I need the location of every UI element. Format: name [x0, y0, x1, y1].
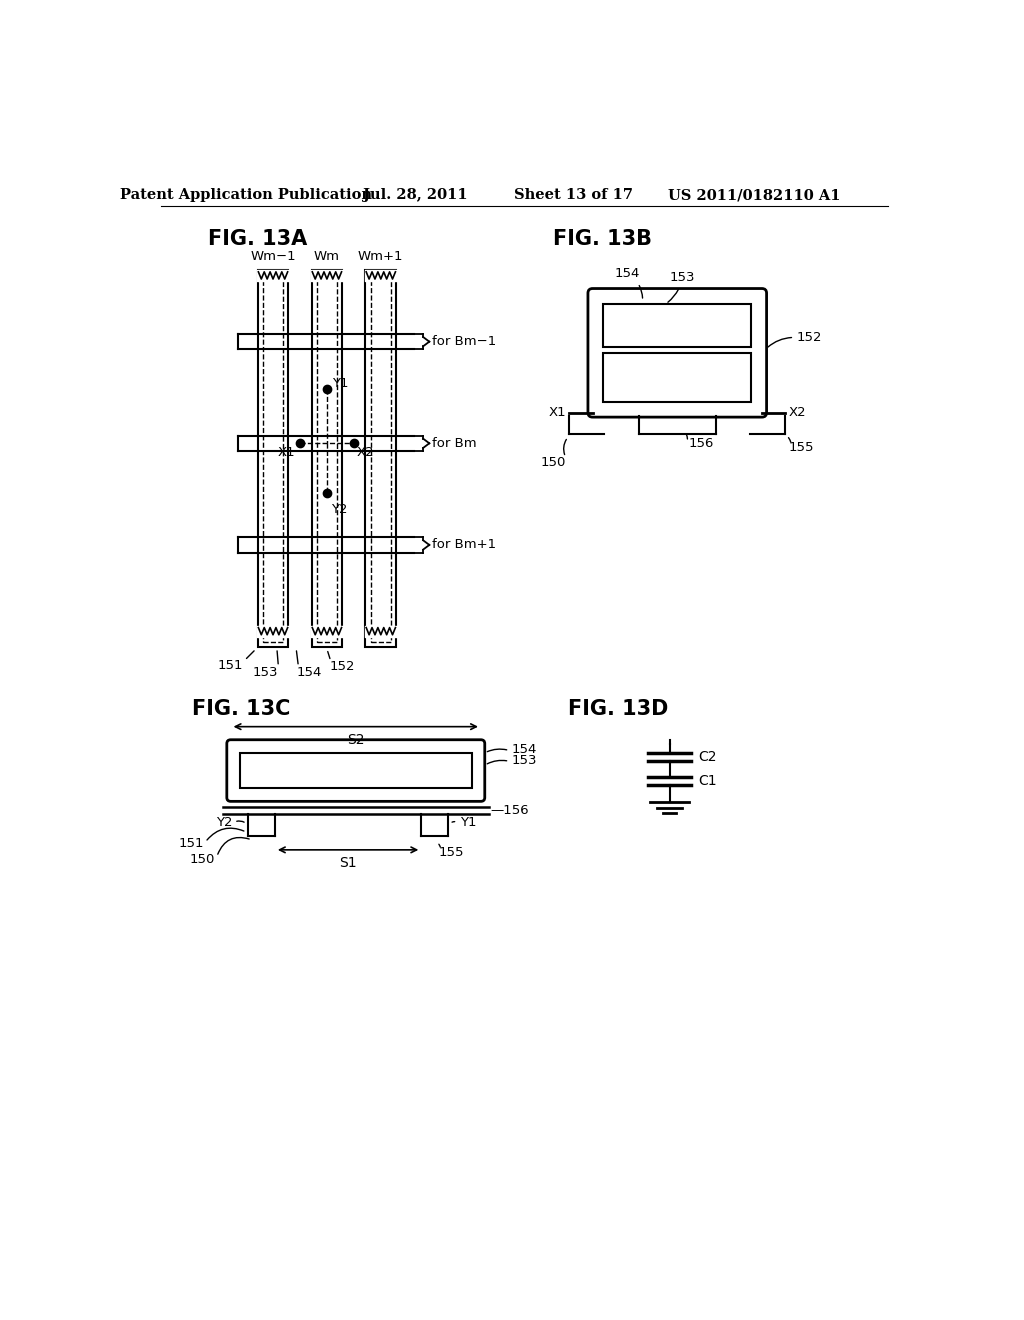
Text: Wm+1: Wm+1 — [358, 251, 403, 264]
Bar — [258, 271, 289, 647]
Text: Y2: Y2 — [216, 816, 232, 829]
Text: Patent Application Publication: Patent Application Publication — [120, 189, 372, 202]
Text: 150: 150 — [189, 853, 215, 866]
Text: Wm−1: Wm−1 — [250, 251, 296, 264]
Text: X2: X2 — [357, 446, 375, 459]
Text: C2: C2 — [698, 750, 717, 764]
Bar — [316, 276, 337, 642]
Text: S2: S2 — [347, 733, 365, 747]
Text: 155: 155 — [788, 441, 814, 454]
Text: 151: 151 — [218, 659, 244, 672]
Text: Wm: Wm — [314, 251, 340, 264]
Text: X1: X1 — [278, 446, 295, 459]
Bar — [603, 354, 752, 401]
Text: 153: 153 — [668, 271, 695, 302]
Text: 152: 152 — [330, 660, 354, 673]
Text: Sheet 13 of 17: Sheet 13 of 17 — [514, 189, 633, 202]
Text: Y1: Y1 — [460, 816, 476, 829]
Text: 153: 153 — [512, 754, 538, 767]
Text: 151: 151 — [178, 837, 204, 850]
Text: —156: —156 — [490, 804, 528, 817]
Text: for Bm+1: for Bm+1 — [432, 539, 497, 552]
Text: FIG. 13B: FIG. 13B — [553, 230, 651, 249]
Text: Y1: Y1 — [333, 376, 349, 389]
Text: X2: X2 — [788, 407, 806, 418]
Text: 155: 155 — [438, 846, 464, 859]
Text: US 2011/0182110 A1: US 2011/0182110 A1 — [668, 189, 841, 202]
Text: 154: 154 — [512, 743, 537, 756]
Text: 156: 156 — [689, 437, 714, 450]
Bar — [263, 276, 283, 642]
Text: 153: 153 — [253, 667, 279, 680]
FancyBboxPatch shape — [588, 289, 767, 417]
Bar — [311, 271, 342, 647]
Text: C1: C1 — [698, 775, 717, 788]
Text: FIG. 13D: FIG. 13D — [568, 700, 669, 719]
FancyBboxPatch shape — [226, 739, 484, 801]
Text: for Bm: for Bm — [432, 437, 477, 450]
Bar — [371, 276, 391, 642]
Text: 154: 154 — [614, 268, 643, 298]
Text: X1: X1 — [549, 407, 566, 418]
Text: FIG. 13A: FIG. 13A — [208, 230, 307, 249]
Bar — [603, 304, 752, 347]
Text: Jul. 28, 2011: Jul. 28, 2011 — [364, 189, 468, 202]
Bar — [366, 271, 396, 647]
Bar — [240, 752, 472, 788]
Text: 154: 154 — [296, 667, 322, 680]
Text: for Bm−1: for Bm−1 — [432, 335, 497, 348]
Text: 150: 150 — [541, 455, 565, 469]
Text: FIG. 13C: FIG. 13C — [193, 700, 291, 719]
Text: S1: S1 — [339, 857, 357, 870]
Text: 152: 152 — [797, 331, 822, 345]
Text: Y2: Y2 — [332, 503, 348, 516]
